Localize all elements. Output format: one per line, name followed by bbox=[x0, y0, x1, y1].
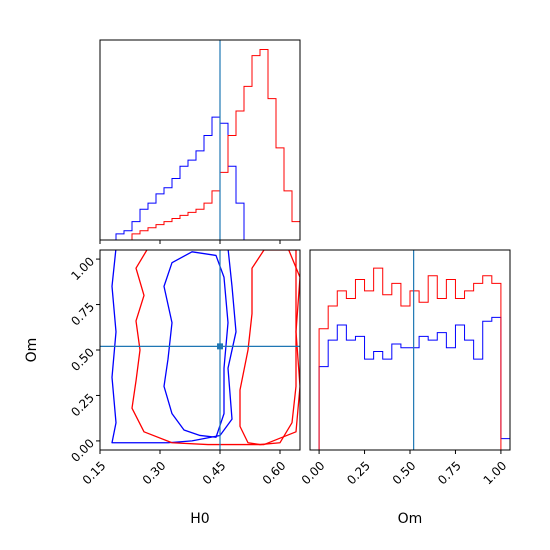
contour-run-b-0 bbox=[163, 251, 229, 438]
om-tick-label: 1.00 bbox=[481, 459, 510, 488]
h0-histogram-panel bbox=[99, 39, 301, 244]
contour-run-a-0 bbox=[239, 250, 297, 446]
h0-hist-red bbox=[116, 49, 301, 241]
om-tick-label: 0.25 bbox=[344, 459, 373, 488]
contour-run-b-1 bbox=[111, 250, 237, 444]
om-axis-label: Om bbox=[398, 511, 423, 527]
contour-run-a-1 bbox=[131, 250, 300, 446]
h0-hist-frame bbox=[99, 39, 301, 241]
om-tick-labels: 0.00 0.25 0.50 0.75 1.00 bbox=[299, 459, 510, 488]
h0-tick-label: 0.15 bbox=[80, 459, 109, 488]
h0-tick-label: 0.30 bbox=[140, 459, 169, 488]
h0-axis-label: H0 bbox=[190, 511, 209, 527]
om-y-tick-label: 0.75 bbox=[68, 300, 97, 329]
h0-tick-label: 0.60 bbox=[260, 459, 289, 488]
om-y-tick-label: 0.25 bbox=[68, 391, 97, 420]
h0-tick-label: 0.45 bbox=[200, 459, 229, 488]
h0-hist-blue bbox=[115, 116, 300, 241]
om-tick-label: 0.50 bbox=[390, 459, 419, 488]
truth-marker bbox=[217, 343, 223, 350]
om-y-tick-label: 0.00 bbox=[68, 436, 97, 465]
om-y-tick-labels: 0.00 0.25 0.50 0.75 1.00 bbox=[68, 254, 97, 465]
om-tick-label: 0.00 bbox=[299, 459, 328, 488]
om-y-tick-label: 1.00 bbox=[68, 254, 97, 283]
om-hist-blue bbox=[310, 316, 511, 451]
om-tick-label: 0.75 bbox=[435, 459, 464, 488]
om-hist-red bbox=[310, 267, 510, 451]
om-histogram-panel bbox=[309, 249, 511, 454]
contour-group bbox=[100, 250, 300, 450]
om-y-axis-label: Om bbox=[24, 338, 40, 363]
h0-tick-labels: 0.15 0.30 0.45 0.60 bbox=[80, 459, 289, 488]
contour-frame bbox=[99, 249, 301, 451]
h0-om-contour-panel bbox=[96, 249, 301, 454]
om-y-tick-label: 0.50 bbox=[68, 345, 97, 374]
om-hist-frame bbox=[309, 249, 511, 451]
